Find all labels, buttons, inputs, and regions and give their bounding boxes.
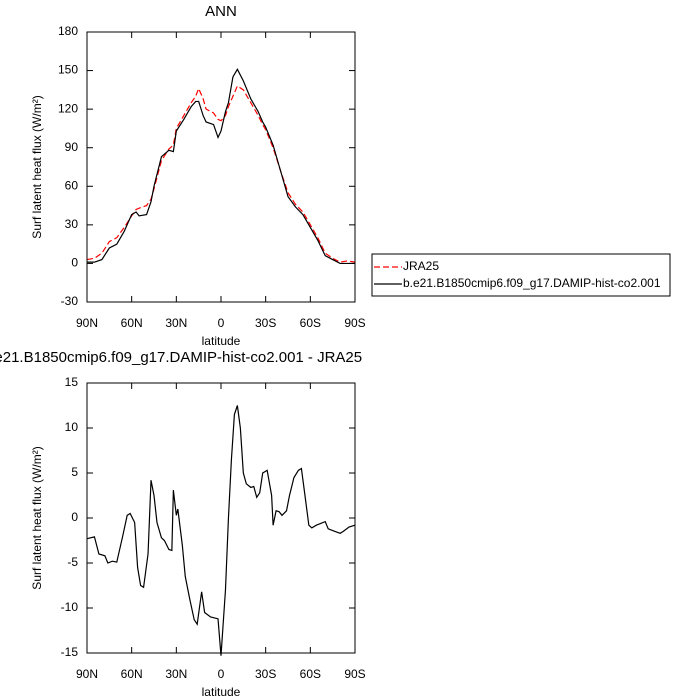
- x-axis-label: latitude: [202, 685, 241, 699]
- y-tick-label: 30: [65, 217, 79, 231]
- x-tick-label: 30N: [165, 316, 187, 330]
- data-line: [86, 405, 356, 656]
- x-tick-label: 90S: [344, 316, 365, 330]
- y-tick-label: 15: [65, 375, 79, 389]
- y-axis-label: Surf latent heat flux (W/m²): [30, 446, 44, 589]
- chart-title: b.e21.B1850cmip6.f09_g17.DAMIP-hist-co2.…: [0, 349, 362, 366]
- legend-label: b.e21.B1850cmip6.f09_g17.DAMIP-hist-co2.…: [403, 276, 661, 290]
- y-tick-label: -30: [61, 294, 79, 308]
- x-tick-label: 60N: [121, 316, 143, 330]
- legend-box: [371, 253, 671, 297]
- data-line: [86, 85, 356, 263]
- y-tick-label: -15: [61, 645, 79, 659]
- y-tick-label: 10: [65, 420, 79, 434]
- y-tick-label: 90: [65, 140, 79, 154]
- y-tick-label: 120: [58, 101, 78, 115]
- y-tick-label: 150: [58, 63, 78, 77]
- x-tick-label: 90N: [76, 667, 98, 681]
- y-tick-label: 60: [65, 178, 79, 192]
- x-tick-label: 60N: [121, 667, 143, 681]
- y-tick-label: 5: [71, 465, 78, 479]
- y-tick-label: 180: [58, 24, 78, 38]
- y-tick-label: -10: [61, 600, 79, 614]
- chart-title: ANN: [205, 3, 237, 20]
- x-tick-label: 60S: [300, 667, 321, 681]
- x-tick-label: 90S: [344, 667, 365, 681]
- x-tick-label: 0: [218, 316, 225, 330]
- y-tick-label: -5: [67, 555, 78, 569]
- x-tick-label: 30S: [255, 316, 276, 330]
- x-tick-label: 90N: [76, 316, 98, 330]
- y-axis-label: Surf latent heat flux (W/m²): [30, 95, 44, 238]
- y-tick-label: 0: [71, 510, 78, 524]
- x-tick-label: 0: [218, 667, 225, 681]
- y-tick-label: 0: [71, 256, 78, 270]
- plot-frame: [86, 382, 356, 654]
- x-axis-label: latitude: [202, 334, 241, 348]
- data-line: [87, 68, 355, 265]
- plot-frame: [86, 31, 356, 303]
- legend-label: JRA25: [403, 259, 439, 273]
- x-tick-label: 60S: [300, 316, 321, 330]
- x-tick-label: 30N: [165, 667, 187, 681]
- x-tick-label: 30S: [255, 667, 276, 681]
